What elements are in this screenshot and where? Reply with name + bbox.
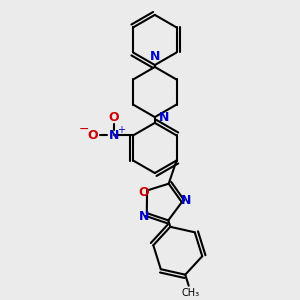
Text: N: N (181, 194, 191, 207)
Text: N: N (139, 209, 149, 223)
Text: N: N (159, 111, 169, 124)
Text: +: + (117, 125, 124, 135)
Text: O: O (87, 129, 98, 142)
Text: O: O (138, 186, 148, 199)
Text: −: − (79, 123, 89, 136)
Text: N: N (109, 129, 119, 142)
Text: O: O (109, 111, 119, 124)
Text: N: N (150, 50, 160, 63)
Text: CH₃: CH₃ (182, 288, 200, 298)
